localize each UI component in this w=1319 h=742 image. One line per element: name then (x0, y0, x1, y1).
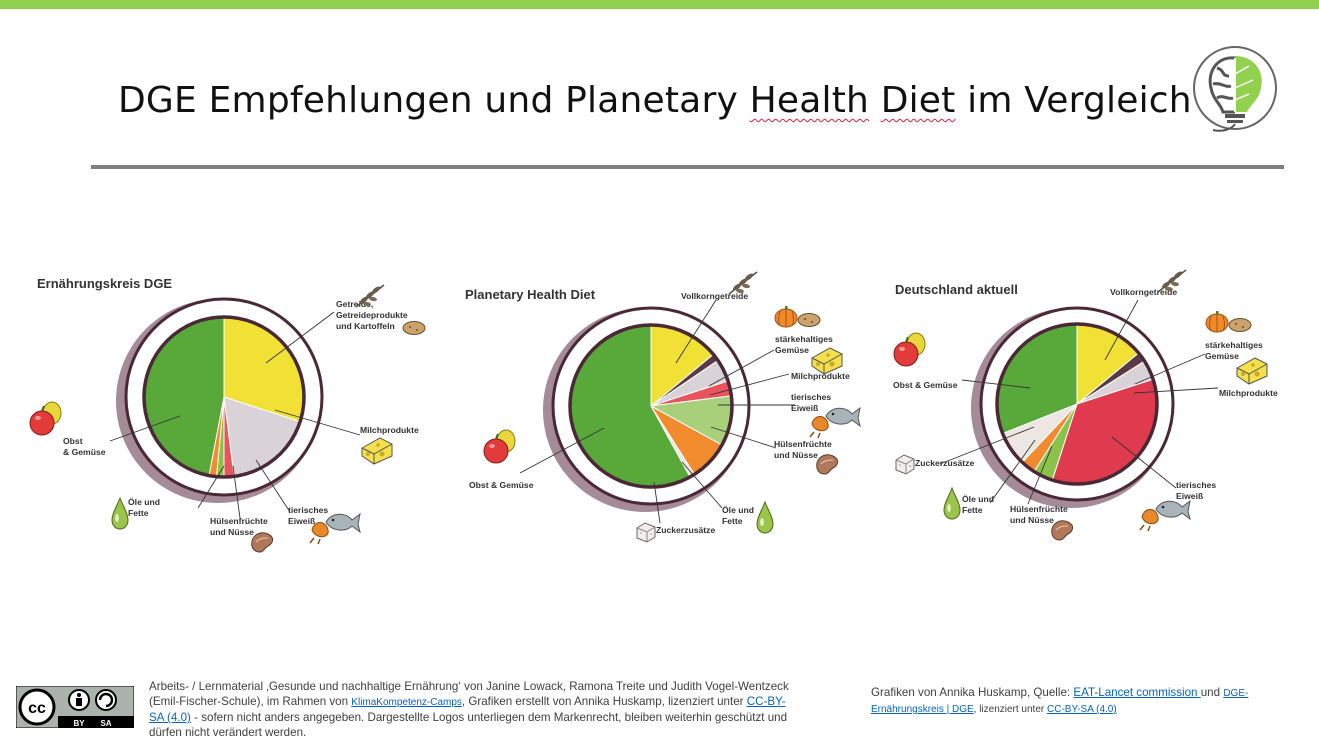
label: und Nüsse (774, 450, 818, 460)
footer-line: Grafiken von Annika Huskamp, Quelle: EAT… (871, 686, 1249, 699)
top-accent-bar (0, 0, 1319, 9)
label: Eiweiß (288, 516, 315, 526)
cheese-icon (1236, 357, 1268, 385)
chart-title-dge: Ernährungskreis DGE (37, 276, 172, 291)
label: & Gemüse (63, 447, 106, 457)
footer-line: Arbeits- / Lernmaterial ‚Gesunde und nac… (149, 680, 789, 693)
label: Obst & Gemüse (893, 380, 958, 390)
label: Milchprodukte (360, 425, 419, 435)
label: Getreideprodukte (336, 310, 408, 320)
potato-icon (402, 321, 426, 335)
label: Gemüse (775, 345, 809, 355)
oil-drop-icon (756, 501, 774, 534)
footer-line: dürfen nicht verändert werden. (149, 726, 307, 739)
label: Fette (962, 505, 983, 515)
dge-link-cont[interactable]: Ernährungskreis | DGE (871, 704, 974, 715)
footer-credits-right: Grafiken von Annika Huskamp, Quelle: EAT… (871, 685, 1291, 717)
footer-line: Ernährungskreis | DGE, lizenziert unter … (871, 704, 1117, 715)
labels-dge: Getreide, Getreideprodukte und Kartoffel… (63, 299, 419, 537)
label: Vollkorngetreide (1110, 287, 1177, 297)
sugar-cube-icon (895, 454, 915, 475)
label: Milchprodukte (1219, 388, 1278, 398)
label: Getreide, (336, 299, 373, 309)
apple-pear-icon (483, 429, 516, 464)
label: Fette (128, 508, 149, 518)
cc-by-sa-link-cont[interactable]: SA (4.0) (149, 711, 191, 724)
pie-chart-phd (543, 306, 751, 512)
sugar-cube-icon (636, 522, 656, 543)
klimakompetenz-link[interactable]: KlimaKompetenz-Camps (351, 697, 462, 708)
brain-plant-logo-icon (1193, 46, 1277, 132)
label: stärkehaltiges (775, 334, 833, 344)
wheat-icon (728, 271, 758, 295)
cheese-icon (361, 437, 393, 465)
eat-lancet-link[interactable]: EAT-Lancet commission (1073, 686, 1201, 699)
label: Hülsenfrüchte (1010, 504, 1068, 514)
dge-link[interactable]: DGE- (1223, 688, 1249, 699)
footer-line: SA (4.0) - sofern nicht anders angegeben… (149, 711, 788, 724)
chart-title-de: Deutschland aktuell (895, 282, 1018, 297)
leader-lines (109, 299, 1219, 524)
potato-icon (1228, 318, 1252, 332)
cc-by-sa-link[interactable]: CC-BY- (746, 695, 786, 708)
label: Eiweiß (791, 403, 818, 413)
label: Gemüse (1205, 351, 1239, 361)
pie-chart-dge (116, 297, 324, 503)
label: und Nüsse (210, 527, 254, 537)
apple-pear-icon (29, 401, 62, 436)
label: und Kartoffeln (336, 321, 395, 331)
label: tierisches (288, 505, 328, 515)
svg-text:cc: cc (28, 700, 46, 717)
oil-drop-icon (943, 487, 961, 520)
bean-icon (816, 454, 839, 475)
pumpkin-icon (1205, 310, 1229, 333)
label: Milchprodukte (791, 371, 850, 381)
bean-icon (1051, 520, 1074, 541)
labels-de: Vollkorngetreide stärkehaltiges Gemüse M… (893, 287, 1278, 525)
label: tierisches (791, 392, 831, 402)
chart-title-phd: Planetary Health Diet (465, 287, 596, 302)
pie-inner-ring (995, 322, 1159, 486)
cc-by-label: BY (73, 719, 85, 728)
potato-icon (797, 313, 821, 327)
fish-chicken-icon (309, 513, 361, 545)
label: Öle und (128, 497, 160, 507)
cc-by-sa-icon[interactable]: cc BY SA (16, 686, 134, 728)
label: Zuckerzusätze (915, 458, 974, 468)
labels-phd: Vollkorngetreide stärkehaltiges Gemüse M… (469, 291, 850, 535)
label: Zuckerzusätze (656, 525, 715, 535)
pie-inner-ring (142, 315, 306, 479)
cc-sa-label: SA (100, 719, 111, 728)
label: Öle und (962, 494, 994, 504)
bean-icon (251, 532, 274, 553)
footer-line: (Emil-Fischer-Schule), im Rahmen von Kli… (149, 695, 786, 708)
label: stärkehaltiges (1205, 340, 1263, 350)
title-divider (91, 165, 1284, 169)
label: Öle und (722, 505, 754, 515)
page-title: DGE Empfehlungen und Planetary Health Di… (118, 80, 1192, 121)
label: Obst (63, 436, 83, 446)
fish-chicken-icon (1139, 500, 1191, 532)
pumpkin-icon (774, 305, 798, 328)
pie-chart-de (971, 306, 1175, 508)
label: Eiweiß (1176, 491, 1203, 501)
wheat-icon (355, 284, 385, 308)
label: Vollkorngetreide (681, 291, 748, 301)
oil-drop-icon (111, 497, 129, 530)
label: Obst & Gemüse (469, 480, 534, 490)
label: und Nüsse (1010, 515, 1054, 525)
wheat-icon (1157, 269, 1187, 293)
cc-license-link[interactable]: CC-BY-SA (4.0) (1047, 704, 1117, 715)
apple-pear-icon (893, 332, 926, 367)
footer-credits-left: Arbeits- / Lernmaterial ‚Gesunde und nac… (149, 679, 849, 740)
pie-inner-ring (568, 323, 734, 489)
label: Fette (722, 516, 743, 526)
label: Hülsenfrüchte (210, 516, 268, 526)
label: Hülsenfrüchte (774, 439, 832, 449)
label: tierisches (1176, 480, 1216, 490)
diet-comparison-charts: Ernährungskreis DGE Planetary Health Die… (29, 269, 1278, 553)
